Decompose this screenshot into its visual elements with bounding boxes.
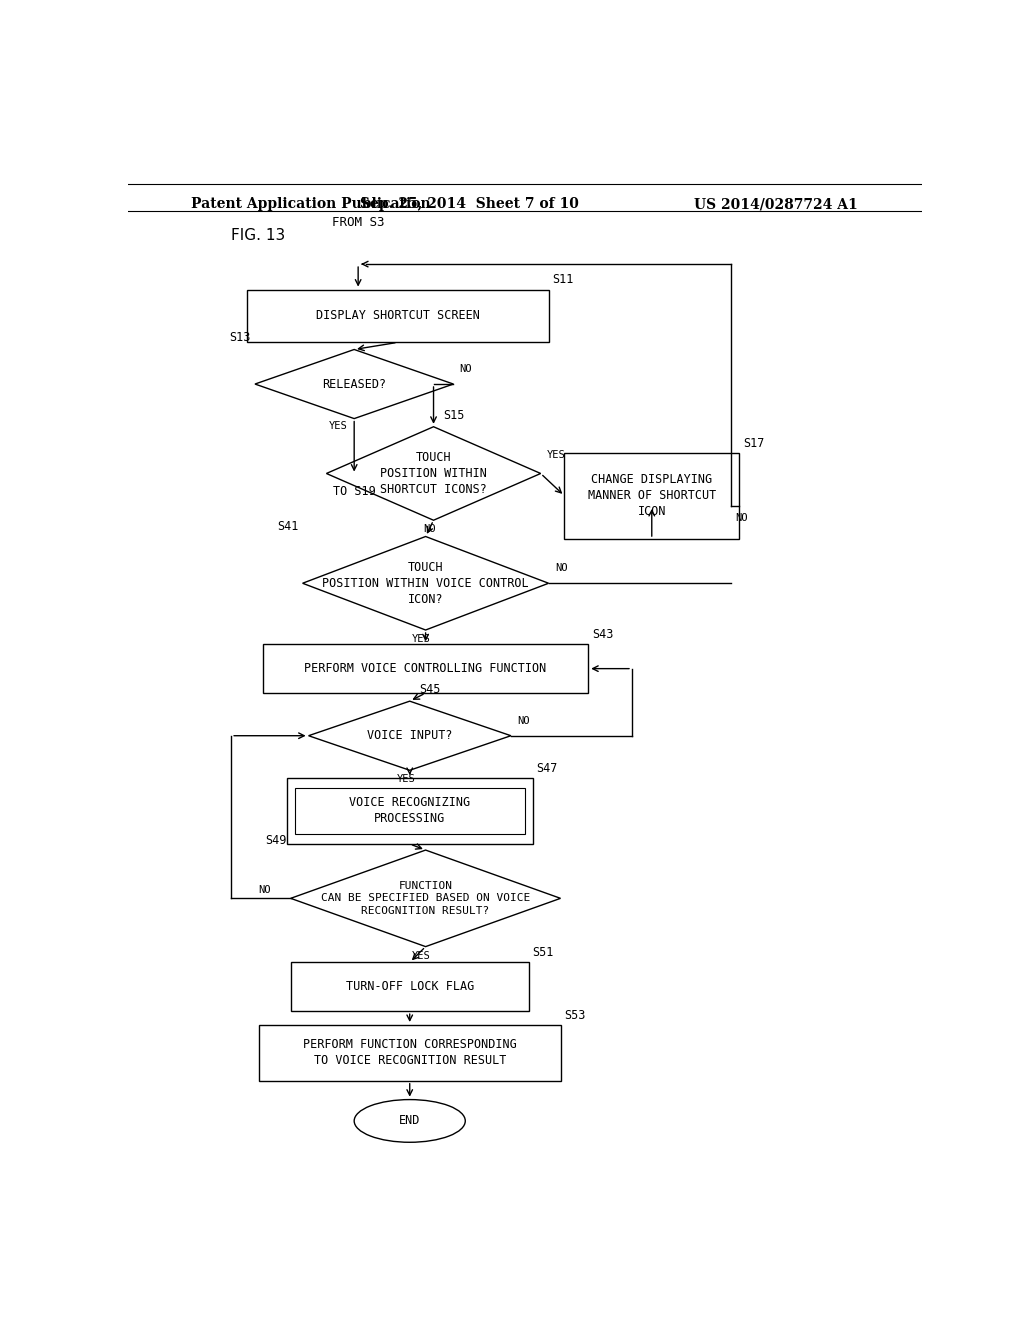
Text: NO: NO (517, 715, 529, 726)
Bar (564, 453, 739, 539)
Bar (291, 962, 528, 1011)
Text: S53: S53 (564, 1008, 586, 1022)
Text: FUNCTION
CAN BE SPECIFIED BASED ON VOICE
RECOGNITION RESULT?: FUNCTION CAN BE SPECIFIED BASED ON VOICE… (321, 880, 530, 916)
Text: S13: S13 (229, 331, 251, 345)
Text: S43: S43 (592, 628, 613, 642)
Text: NO: NO (735, 513, 748, 523)
Text: VOICE INPUT?: VOICE INPUT? (367, 729, 453, 742)
Text: YES: YES (396, 775, 415, 784)
Text: Sep. 25, 2014  Sheet 7 of 10: Sep. 25, 2014 Sheet 7 of 10 (359, 197, 579, 211)
Text: FROM S3: FROM S3 (332, 215, 384, 228)
Text: NO: NO (258, 886, 270, 895)
Text: S51: S51 (532, 946, 554, 960)
Text: PERFORM VOICE CONTROLLING FUNCTION: PERFORM VOICE CONTROLLING FUNCTION (304, 663, 547, 675)
Text: S11: S11 (553, 273, 573, 286)
Text: TURN-OFF LOCK FLAG: TURN-OFF LOCK FLAG (346, 981, 474, 993)
Bar (263, 644, 588, 693)
Text: TOUCH
POSITION WITHIN VOICE CONTROL
ICON?: TOUCH POSITION WITHIN VOICE CONTROL ICON… (323, 561, 529, 606)
Ellipse shape (354, 1100, 465, 1142)
Text: Patent Application Publication: Patent Application Publication (191, 197, 431, 211)
Bar (259, 1024, 560, 1081)
Polygon shape (255, 350, 454, 418)
Text: S15: S15 (443, 409, 465, 421)
Text: S49: S49 (265, 834, 287, 847)
Text: YES: YES (329, 421, 348, 430)
Text: YES: YES (413, 950, 431, 961)
Text: FIG. 13: FIG. 13 (231, 227, 286, 243)
Text: CHANGE DISPLAYING
MANNER OF SHORTCUT
ICON: CHANGE DISPLAYING MANNER OF SHORTCUT ICO… (588, 474, 716, 519)
Bar (247, 289, 549, 342)
Text: NO: NO (460, 364, 472, 374)
Text: NO: NO (423, 524, 436, 535)
Text: S17: S17 (743, 437, 764, 450)
Polygon shape (327, 426, 541, 520)
Polygon shape (303, 536, 549, 630)
Text: TO S19: TO S19 (333, 484, 376, 498)
Text: US 2014/0287724 A1: US 2014/0287724 A1 (694, 197, 858, 211)
Polygon shape (308, 701, 511, 771)
Polygon shape (291, 850, 560, 946)
Text: YES: YES (413, 634, 431, 644)
Bar (295, 788, 525, 834)
Text: S41: S41 (278, 520, 299, 533)
Text: S45: S45 (419, 682, 440, 696)
Text: END: END (399, 1114, 421, 1127)
Text: RELEASED?: RELEASED? (323, 378, 386, 391)
Text: TOUCH
POSITION WITHIN
SHORTCUT ICONS?: TOUCH POSITION WITHIN SHORTCUT ICONS? (380, 451, 487, 496)
Bar (287, 777, 532, 843)
Text: YES: YES (547, 450, 566, 461)
Text: DISPLAY SHORTCUT SCREEN: DISPLAY SHORTCUT SCREEN (315, 309, 480, 322)
Text: PERFORM FUNCTION CORRESPONDING
TO VOICE RECOGNITION RESULT: PERFORM FUNCTION CORRESPONDING TO VOICE … (303, 1039, 516, 1068)
Text: VOICE RECOGNIZING
PROCESSING: VOICE RECOGNIZING PROCESSING (349, 796, 470, 825)
Text: NO: NO (555, 564, 567, 573)
Text: S47: S47 (537, 762, 558, 775)
